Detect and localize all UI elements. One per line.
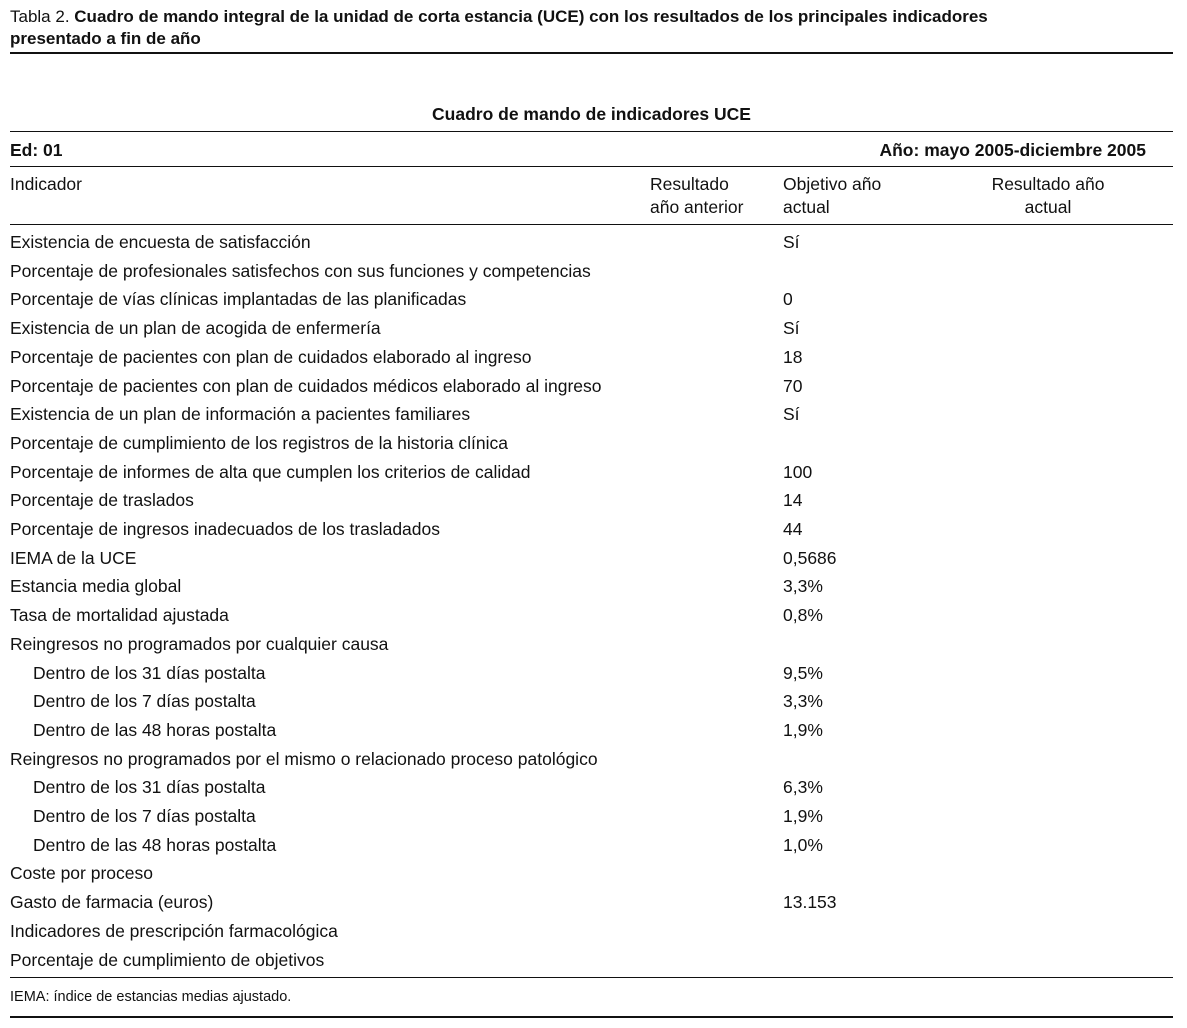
objective: 0,5686	[783, 547, 837, 568]
objective: Sí	[783, 232, 800, 252]
indicator: Dentro de los 7 días postalta	[33, 691, 256, 712]
objective: 1,9%	[783, 806, 823, 826]
objective: 0,8%	[783, 605, 823, 626]
objective: Sí	[783, 318, 800, 339]
rule	[10, 1016, 1173, 1018]
indicator: Porcentaje de vías clínicas implantadas …	[10, 289, 467, 310]
column-header: Resultado año anterior	[650, 174, 744, 217]
period: Año: mayo 2005-diciembre 2005	[879, 140, 1146, 160]
table-title: Cuadro de mando de indicadores UCE	[432, 104, 751, 124]
indicator: Tasa de mortalidad ajustada	[10, 605, 229, 626]
objective: 14	[783, 490, 803, 511]
objective: 9,5%	[783, 662, 823, 683]
column-header: Resultado año actual	[991, 174, 1105, 217]
indicator: Existencia de encuesta de satisfacción	[10, 232, 311, 252]
column-header: Objetivo año actual	[783, 174, 882, 217]
edition: Ed: 01	[10, 140, 63, 160]
footnote: IEMA: índice de estancias medias ajustad…	[10, 989, 292, 1005]
indicator: Gasto de farmacia (euros)	[10, 892, 214, 913]
caption-title: Cuadro de mando integral de la unidad de…	[10, 7, 988, 48]
indicator: Coste por proceso	[10, 863, 153, 884]
objective: 3,3%	[783, 691, 823, 712]
objective: 1,9%	[783, 719, 823, 740]
column-header: Indicador	[10, 174, 82, 194]
objective: 1,0%	[783, 834, 823, 855]
indicator: Dentro de los 7 días postalta	[33, 806, 256, 826]
objective: 13.153	[783, 892, 837, 913]
objective: 100	[783, 461, 813, 482]
objective: 70	[783, 375, 803, 396]
objective: 3,3%	[783, 576, 823, 597]
indicator: Existencia de un plan de acogida de enfe…	[10, 318, 381, 339]
caption-label: Tabla 2.	[10, 7, 70, 26]
indicator: Porcentaje de informes de alta que cumpl…	[10, 461, 531, 482]
rule	[10, 977, 1173, 978]
indicator: Porcentaje de traslados	[10, 490, 194, 511]
indicator: Porcentaje de pacientes con plan de cuid…	[10, 346, 532, 367]
caption: Tabla 2. Cuadro de mando integral de la …	[10, 6, 1020, 50]
rule	[10, 166, 1173, 167]
objective: 0	[783, 289, 793, 310]
indicator: Dentro de los 31 días postalta	[33, 662, 266, 683]
objective: 18	[783, 346, 803, 367]
indicator: Estancia media global	[10, 576, 182, 597]
indicator: Dentro de las 48 horas postalta	[33, 834, 277, 855]
rule	[10, 131, 1173, 132]
indicator: Existencia de un plan de información a p…	[10, 404, 471, 425]
indicator: Reingresos no programados por el mismo o…	[10, 748, 598, 769]
indicator: Porcentaje de ingresos inadecuados de lo…	[10, 519, 441, 539]
indicator: Porcentaje de cumplimiento de objetivos	[10, 949, 325, 970]
indicator: Dentro de los 31 días postalta	[33, 777, 266, 798]
objective: 44	[783, 519, 803, 539]
indicator: Reingresos no programados por cualquier …	[10, 633, 389, 654]
indicator: IEMA de la UCE	[10, 547, 137, 568]
indicator: Dentro de las 48 horas postalta	[33, 719, 277, 740]
objective: 6,3%	[783, 777, 823, 798]
indicator: Porcentaje de cumplimiento de los regist…	[10, 432, 509, 453]
objective: Sí	[783, 404, 800, 425]
indicator: Porcentaje de pacientes con plan de cuid…	[10, 375, 602, 396]
rule	[10, 224, 1173, 225]
rule	[10, 52, 1173, 54]
indicator: Porcentaje de profesionales satisfechos …	[10, 260, 591, 281]
indicator: Indicadores de prescripción farmacológic…	[10, 920, 338, 941]
